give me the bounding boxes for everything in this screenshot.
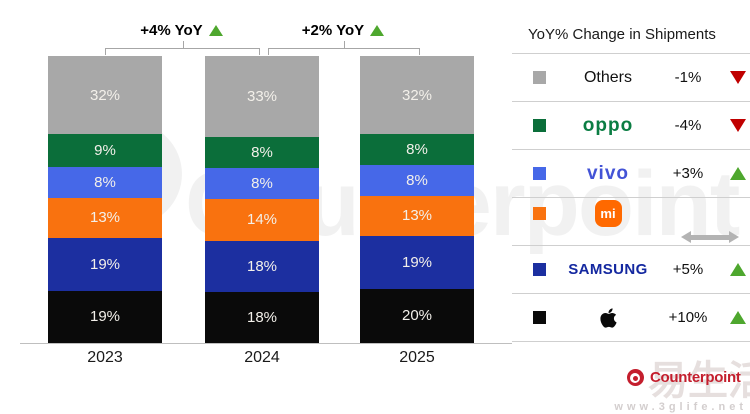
bar-segment-label: 32% [89, 86, 121, 104]
xiaomi-mi-logo: mi [594, 200, 622, 227]
bar-segment-oppo: 9% [48, 134, 162, 167]
bar-segment-xiaomi: 14% [205, 198, 319, 242]
bar-segment-vivo: 8% [48, 166, 162, 198]
bar-segment-label: 8% [94, 173, 116, 191]
bar-segment-apple: 20% [360, 288, 474, 344]
yoy-bracket-2023-2024 [105, 41, 260, 55]
bar-segment-vivo: 8% [205, 167, 319, 199]
apple-logo-icon [599, 307, 618, 329]
bar-segment-samsung: 19% [48, 238, 162, 291]
bar-segment-apple: 19% [48, 290, 162, 344]
arrow-shaft [691, 234, 729, 240]
watermark-url: www.3glife.net [614, 401, 747, 413]
bar-segment-others: 32% [360, 56, 474, 135]
bar-segment-others: 32% [48, 56, 162, 135]
apple-swatch [532, 311, 546, 324]
x-axis-label-2025: 2025 [399, 349, 435, 366]
others-label: Others [583, 68, 632, 86]
bar-segment-label: 18% [246, 309, 278, 327]
yoy-annotation-text: +2% YoY [301, 22, 365, 39]
bar-segment-label: 20% [401, 307, 433, 325]
bar-segment-others: 33% [205, 56, 319, 137]
samsung-yoy-value: +5% [672, 261, 704, 278]
yoy-annotation-2024: +4% YoY [105, 22, 258, 39]
bar-segment-xiaomi: 13% [48, 197, 162, 239]
up-triangle-icon [370, 25, 385, 36]
flat-arrow-icon [681, 231, 739, 243]
bar-segment-xiaomi: 13% [360, 195, 474, 237]
bar-segment-label: 8% [251, 174, 273, 192]
bar-segment-label: 13% [89, 209, 121, 227]
bar-2024: 33% 8% 8% 14% 18% 18% [205, 56, 319, 343]
oppo-yoy-value: -4% [674, 117, 702, 134]
vivo-yoy-value: +3% [672, 165, 704, 182]
vivo-swatch [532, 167, 546, 180]
up-triangle-icon [730, 263, 746, 276]
others-yoy-value: -1% [674, 69, 702, 86]
down-triangle-icon [730, 119, 746, 132]
apple-yoy-value: +10% [668, 309, 708, 326]
bar-segment-apple: 18% [205, 292, 319, 343]
bar-segment-oppo: 8% [360, 134, 474, 165]
up-triangle-icon [730, 311, 746, 324]
legend-row-xiaomi: mi [512, 197, 750, 245]
samsung-logo: SAMSUNG [568, 261, 648, 278]
bar-2023: 32% 9% 8% 13% 19% 19% [48, 56, 162, 344]
bar-segment-label: 8% [406, 171, 428, 189]
counterpoint-logo-icon [627, 369, 644, 386]
x-axis-label-2023: 2023 [87, 349, 123, 366]
oppo-logo: oppo [582, 114, 634, 136]
legend-row-samsung: SAMSUNG +5% [512, 245, 750, 293]
yoy-annotation-text: +4% YoY [140, 22, 203, 39]
xiaomi-swatch [532, 207, 546, 220]
bar-segment-label: 33% [246, 87, 278, 105]
bar-segment-label: 19% [401, 253, 433, 271]
yoy-annotation-2025: +2% YoY [268, 22, 418, 39]
bar-segment-vivo: 8% [360, 164, 474, 196]
bracket-tick [344, 41, 345, 49]
arrow-left-head [681, 231, 691, 243]
up-triangle-icon [730, 167, 746, 180]
legend-row-apple: +10% [512, 293, 750, 342]
legend-title: YoY% Change in Shipments [528, 26, 716, 43]
bar-segment-label: 9% [94, 141, 116, 159]
watermark-chinese: 易生活 [648, 359, 750, 403]
bar-segment-label: 32% [401, 86, 433, 104]
bar-segment-label: 13% [401, 207, 433, 225]
bar-segment-label: 19% [89, 255, 121, 273]
x-axis-labels: 2023 2024 2025 [0, 349, 512, 369]
oppo-swatch [532, 119, 546, 132]
bar-segment-label: 18% [246, 258, 278, 276]
x-axis-label-2024: 2024 [244, 349, 280, 366]
bar-segment-oppo: 8% [205, 136, 319, 168]
x-axis-line [20, 343, 512, 344]
bar-segment-label: 8% [251, 143, 273, 161]
samsung-swatch [532, 263, 546, 276]
counterpoint-wordmark: Counterpoint [650, 369, 741, 386]
bar-segment-label: 8% [406, 140, 428, 158]
legend: YoY% Change in Shipments Others -1% oppo… [512, 20, 750, 342]
bar-segment-samsung: 19% [360, 236, 474, 289]
legend-row-others: Others -1% [512, 53, 750, 101]
legend-row-oppo: oppo -4% [512, 101, 750, 149]
bar-segment-samsung: 18% [205, 241, 319, 293]
bar-group: 32% 9% 8% 13% 19% 19% 33% 8% 8% 14% 18% 18% 32% 8% 8% 1… [0, 56, 512, 344]
bar-2025: 32% 8% 8% 13% 19% 20% [360, 56, 474, 344]
counterpoint-branding: Counterpoint [627, 369, 741, 386]
down-triangle-icon [730, 71, 746, 84]
bar-segment-label: 14% [246, 211, 278, 229]
up-triangle-icon [208, 25, 223, 36]
others-swatch [532, 71, 546, 84]
legend-row-vivo: vivo +3% [512, 149, 750, 197]
vivo-logo: vivo [586, 162, 630, 184]
bar-segment-label: 19% [89, 308, 121, 326]
yoy-bracket-2024-2025 [268, 41, 420, 55]
bracket-tick [182, 41, 184, 49]
arrow-right-head [729, 231, 739, 243]
